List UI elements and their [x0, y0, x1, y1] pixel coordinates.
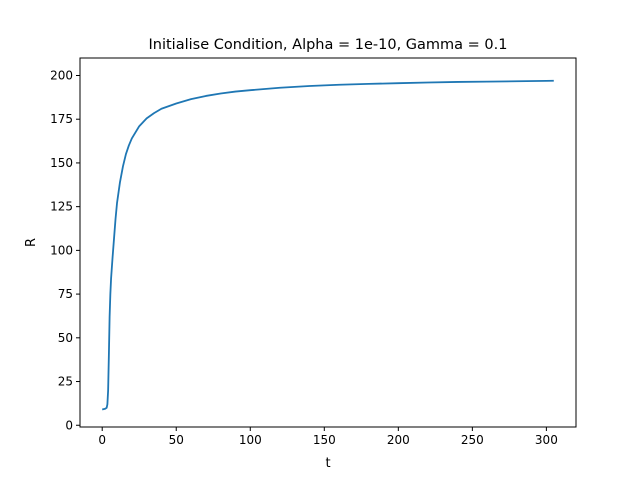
x-tick-label: 50 [169, 433, 184, 447]
y-tick-label: 200 [50, 68, 73, 82]
y-tick-label: 150 [50, 156, 73, 170]
y-tick-label: 25 [58, 375, 73, 389]
x-tick-label: 0 [98, 433, 106, 447]
x-axis-ticks: 0 50 100 150 200 250 300 [98, 427, 558, 447]
series-line-r [102, 79, 554, 411]
x-tick-label: 150 [313, 433, 336, 447]
plot-area-frame [79, 57, 577, 428]
y-tick-label: 50 [58, 331, 73, 345]
y-axis-ticks: 0 25 50 75 100 125 150 175 200 [50, 68, 80, 432]
y-tick-label: 175 [50, 112, 73, 126]
x-axis-label: t [325, 456, 330, 471]
y-tick-label: 0 [65, 418, 73, 432]
y-tick-label: 100 [50, 243, 73, 257]
y-tick-label: 125 [50, 200, 73, 214]
x-tick-label: 250 [461, 433, 484, 447]
x-tick-label: 300 [535, 433, 558, 447]
x-tick-label: 100 [239, 433, 262, 447]
x-tick-label: 200 [387, 433, 410, 447]
chart-title: Initialise Condition, Alpha = 1e-10, Gam… [149, 37, 508, 53]
y-tick-label: 75 [58, 287, 73, 301]
y-axis-label: R [24, 238, 39, 247]
